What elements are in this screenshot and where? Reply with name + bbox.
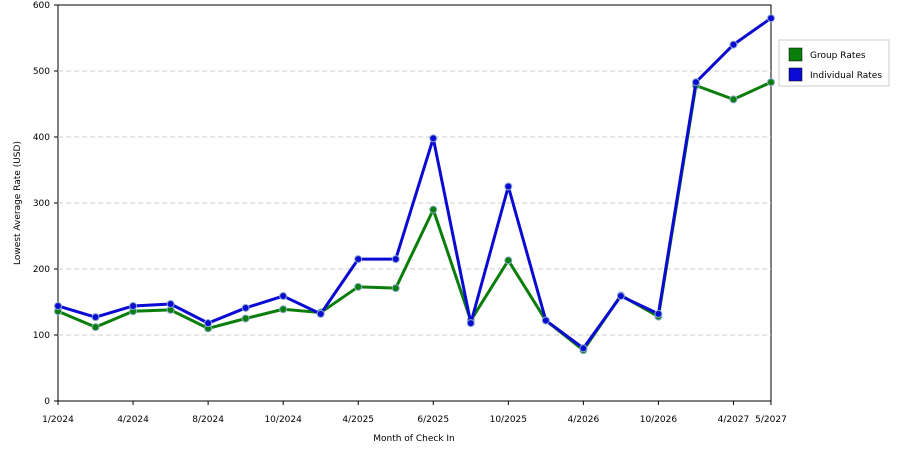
data-point — [504, 182, 513, 191]
data-point — [504, 256, 513, 265]
x-tick-label: 4/2025 — [342, 415, 374, 425]
data-point — [391, 255, 400, 264]
data-point — [241, 314, 250, 323]
data-point — [466, 319, 475, 328]
series-line — [57, 16, 772, 350]
x-tick-label: 6/2025 — [417, 415, 449, 425]
data-point — [241, 303, 250, 312]
x-tick-label: 10/2024 — [264, 415, 302, 425]
data-point — [429, 205, 438, 214]
y-tick-label: 400 — [33, 133, 50, 143]
x-tick-label: 10/2025 — [490, 415, 527, 425]
legend-label: Individual Rates — [810, 71, 882, 81]
data-point — [429, 134, 438, 143]
data-point — [54, 301, 62, 310]
data-point — [316, 309, 325, 318]
data-point — [279, 305, 288, 314]
y-tick-label: 100 — [33, 331, 50, 341]
x-tick-label: 8/2024 — [192, 415, 224, 425]
data-point — [279, 292, 288, 301]
x-tick-label: 4/2024 — [117, 415, 149, 425]
y-tick-label: 0 — [44, 397, 50, 407]
x-tick-label: 4/2026 — [568, 415, 600, 425]
y-tick-label: 300 — [33, 199, 50, 209]
data-point — [767, 14, 775, 23]
x-tick-label: 10/2026 — [640, 415, 678, 425]
data-point — [204, 319, 213, 328]
data-point — [91, 313, 100, 322]
legend-label: Group Rates — [810, 51, 866, 61]
data-point — [616, 292, 625, 301]
x-tick-label: 1/2024 — [42, 415, 74, 425]
y-tick-label: 500 — [33, 67, 50, 77]
series-line — [57, 80, 772, 352]
x-axis-label: Month of Check In — [373, 434, 455, 444]
data-point — [654, 309, 663, 318]
data-point — [767, 78, 775, 87]
data-point — [579, 344, 588, 353]
data-point — [129, 301, 138, 310]
data-point — [91, 323, 100, 332]
data-point — [691, 78, 700, 87]
data-point — [541, 316, 550, 325]
x-tick-label: 4/2027 — [718, 415, 750, 425]
x-tick-label: 5/2027 — [755, 415, 787, 425]
legend-swatch — [788, 67, 803, 82]
y-tick-label: 600 — [33, 1, 50, 11]
y-tick-label: 200 — [33, 265, 50, 275]
legend-swatch — [788, 47, 803, 62]
data-point — [729, 95, 738, 104]
data-point — [354, 282, 363, 291]
data-point — [391, 284, 400, 293]
y-axis-label: Lowest Average Rate (USD) — [13, 141, 23, 265]
data-point — [729, 40, 738, 49]
data-point — [354, 255, 363, 264]
data-point — [166, 299, 175, 308]
